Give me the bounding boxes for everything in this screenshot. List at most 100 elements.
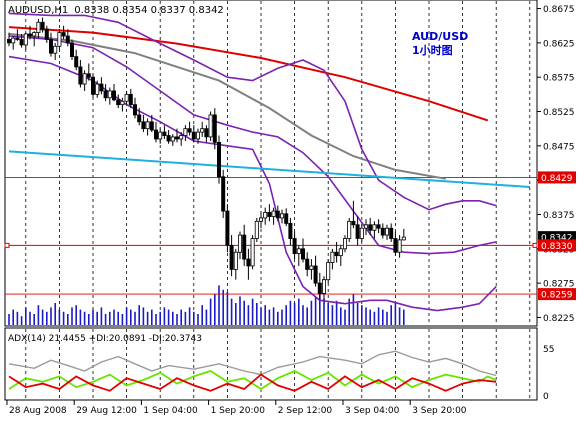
candle [15, 29, 20, 41]
candle-body [317, 282, 322, 294]
candle [44, 25, 49, 43]
candle [137, 108, 142, 126]
symbol-header: AUDUSD,H1 0.8338 0.8354 0.8337 0.8342 [8, 5, 224, 16]
candle [229, 235, 234, 277]
candle-body [153, 129, 158, 140]
candle-body [237, 234, 242, 253]
candle [296, 245, 301, 266]
candles [7, 17, 406, 301]
price-tick-label: 0.8225 [543, 314, 575, 324]
candle [120, 97, 125, 112]
candle-body [338, 248, 343, 257]
candle [70, 39, 75, 61]
candle [162, 125, 167, 139]
candle-body [380, 227, 385, 236]
candle [179, 132, 184, 146]
candle-body [91, 76, 96, 95]
candle [380, 223, 385, 239]
candle [19, 33, 24, 48]
candle [342, 235, 347, 253]
candle [275, 205, 280, 222]
candle [57, 29, 62, 50]
candle-body [162, 131, 167, 136]
candle [242, 224, 247, 266]
candle-body [191, 131, 196, 140]
candle [128, 88, 133, 109]
candle [263, 207, 268, 225]
candle [7, 32, 12, 47]
candle [74, 49, 79, 71]
candle [330, 248, 335, 270]
candle-body [149, 121, 154, 131]
main-pane-frame [4, 0, 538, 327]
price-label-box [538, 171, 576, 184]
candle-body [372, 224, 377, 231]
candle [326, 259, 331, 284]
candle-body [384, 227, 389, 236]
price-tick-label: 0.8275 [543, 280, 575, 290]
bollinger-upper [8, 12, 497, 211]
level-handle-left [4, 242, 10, 248]
candle [321, 276, 326, 301]
candle-body [401, 236, 406, 241]
candle [372, 221, 377, 239]
candle [397, 235, 402, 258]
candle-body [313, 265, 318, 284]
candle [279, 209, 284, 224]
candle-body [74, 56, 79, 68]
candle-body [44, 28, 49, 40]
candle-body [204, 128, 209, 138]
candle-body [263, 212, 268, 219]
candle-body [221, 176, 226, 212]
price-label-box [538, 288, 576, 301]
candle [368, 217, 373, 236]
candle-body [95, 83, 100, 95]
candle-body [397, 239, 402, 253]
candle [351, 200, 356, 229]
candle-body [342, 238, 347, 250]
candle [300, 238, 305, 263]
candle [132, 97, 137, 119]
time-tick-label: 1 Sep 20:00 [211, 406, 266, 416]
candle [389, 223, 394, 242]
candle-body [7, 39, 12, 44]
candle [153, 121, 158, 143]
candle [124, 90, 129, 105]
candle [258, 211, 263, 229]
price-label: 0.8429 [541, 174, 573, 184]
candle-body [275, 210, 280, 219]
candle [401, 228, 406, 241]
candle-body [53, 45, 58, 54]
candle-body [61, 32, 66, 37]
candle [107, 87, 112, 105]
indicator-lines [8, 12, 530, 312]
candle [103, 84, 108, 102]
candle [237, 231, 242, 260]
candle [271, 207, 276, 225]
price-tick-label: 0.8575 [543, 74, 575, 84]
candle [246, 248, 251, 280]
indicator-axis-label: 0 [543, 392, 549, 402]
grey-moving-average [8, 32, 446, 180]
candle [376, 219, 381, 234]
candle-body [300, 248, 305, 260]
candle-body [158, 131, 163, 140]
candle-body [376, 224, 381, 229]
candle-body [179, 135, 184, 140]
candle-body [321, 279, 326, 294]
candle [49, 32, 54, 57]
candle-body [11, 37, 16, 44]
candle [221, 169, 226, 218]
candle-body [233, 251, 238, 270]
candle [158, 128, 163, 144]
time-tick-label: 1 Sep 04:00 [143, 406, 198, 416]
candle-body [355, 224, 360, 239]
candle-body [32, 32, 37, 37]
candle [99, 77, 104, 95]
price-tick-label: 0.8625 [543, 39, 575, 49]
candle-body [296, 248, 301, 255]
candle-body [166, 135, 171, 142]
candle [82, 70, 87, 91]
